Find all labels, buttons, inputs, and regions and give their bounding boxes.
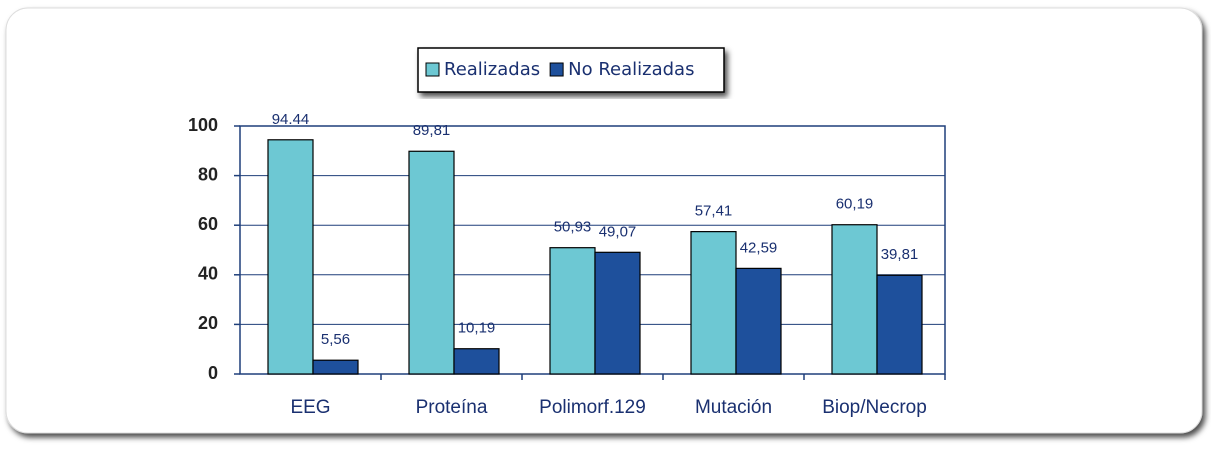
bar <box>690 231 737 375</box>
legend-swatch <box>425 62 440 77</box>
x-tick-label: Proteína <box>416 397 488 418</box>
bar <box>408 150 455 375</box>
bar <box>549 247 596 375</box>
y-tick-label: 20 <box>198 313 218 333</box>
y-tick-label: 100 <box>188 115 218 135</box>
bar <box>831 224 878 375</box>
x-tick-label: EEG <box>290 397 330 418</box>
bar <box>876 274 923 375</box>
legend: Realizadas No Realizadas <box>417 47 725 93</box>
value-label: 57,41 <box>695 203 733 220</box>
bar <box>594 251 641 375</box>
x-tick-label: Biop/Necrop <box>822 397 927 418</box>
value-label: 42,59 <box>740 239 778 256</box>
legend-label: No Realizadas <box>568 59 694 80</box>
bar <box>267 139 314 375</box>
value-label: 5,56 <box>321 331 350 348</box>
y-tick-label: 40 <box>198 264 218 284</box>
value-label: 60,19 <box>836 196 874 213</box>
value-label: 49,07 <box>599 223 637 240</box>
y-tick-label: 80 <box>198 164 218 184</box>
bar <box>735 267 782 375</box>
x-tick-label: Mutación <box>695 397 772 418</box>
value-label: 50,93 <box>554 219 592 236</box>
bar <box>453 348 500 375</box>
value-label: 94.44 <box>272 111 310 128</box>
value-label: 10,19 <box>458 320 496 337</box>
value-label: 89,81 <box>413 122 451 139</box>
y-tick-label: 60 <box>198 214 218 234</box>
bar <box>312 359 359 375</box>
legend-swatch <box>549 62 564 77</box>
y-tick-label: 0 <box>208 363 218 383</box>
legend-label: Realizadas <box>444 59 540 80</box>
value-label: 39,81 <box>881 246 919 263</box>
legend-box <box>417 47 725 93</box>
x-tick-label: Polimorf.129 <box>539 397 646 418</box>
